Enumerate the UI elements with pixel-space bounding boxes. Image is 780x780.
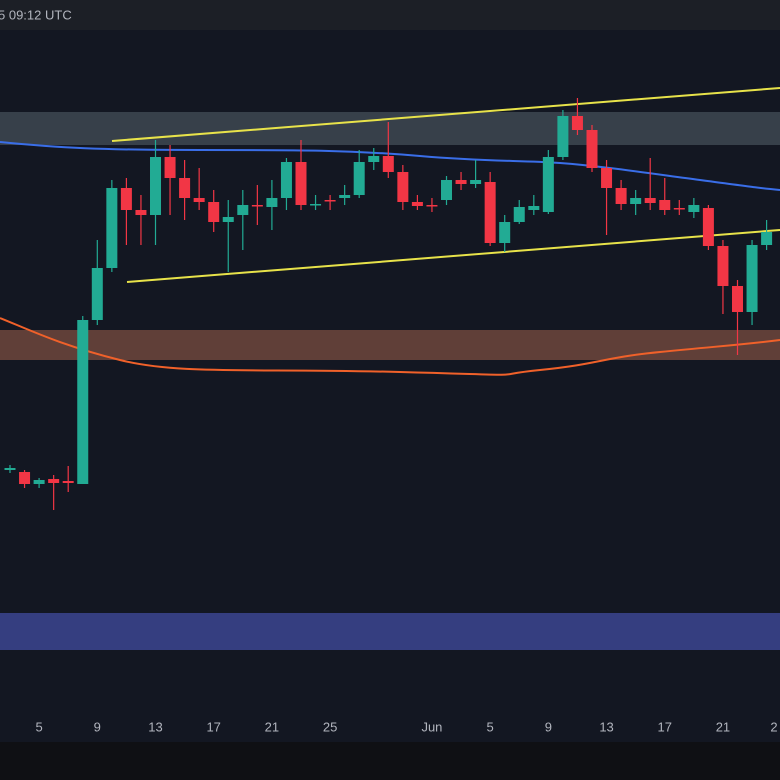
candle-body — [382, 156, 394, 172]
top-bar — [0, 0, 780, 30]
candle-body — [601, 168, 613, 188]
candles — [4, 98, 773, 510]
x-tick-label: 21 — [265, 719, 279, 734]
candle-body — [280, 162, 292, 198]
candle-body — [688, 205, 700, 212]
candle-body — [62, 481, 74, 483]
x-tick-label: 21 — [716, 719, 730, 734]
candle-body — [368, 156, 380, 162]
candle-body — [513, 207, 525, 222]
trend-line — [111, 87, 780, 142]
candle-body — [455, 180, 467, 184]
candle-body — [106, 188, 118, 268]
candle-body — [222, 217, 234, 222]
x-tick-label: 5 — [35, 719, 42, 734]
candle-body — [411, 202, 423, 206]
demand-zone — [0, 613, 780, 650]
candle-body — [310, 204, 322, 206]
candle-body — [470, 180, 482, 184]
candle-body — [732, 286, 743, 312]
candle-body — [324, 200, 336, 202]
candle-body — [77, 320, 89, 484]
candle-body — [499, 222, 511, 243]
candle-body — [397, 172, 409, 202]
support-zone — [0, 330, 780, 360]
candle-body — [659, 200, 671, 210]
x-tick-label: 5 — [487, 719, 494, 734]
candle-body — [266, 198, 278, 207]
candle-body — [557, 116, 569, 157]
candle-body — [630, 198, 642, 204]
candle-body — [135, 210, 147, 215]
candle-body — [615, 188, 627, 204]
candle-body — [33, 480, 45, 484]
x-tick-label: 17 — [206, 719, 220, 734]
candle-body — [586, 130, 598, 168]
candle-body — [193, 198, 205, 202]
moving-average — [0, 317, 780, 376]
candle-body — [571, 116, 583, 130]
x-tick-label: 9 — [545, 719, 552, 734]
candle-body — [542, 157, 554, 212]
candle-body — [339, 195, 351, 198]
candle-body — [179, 178, 191, 198]
moving-average — [0, 141, 780, 191]
candle-body — [91, 268, 103, 320]
candle-body — [150, 157, 161, 215]
candle-body — [353, 162, 365, 195]
x-tick-label: 2 — [770, 719, 777, 734]
candle-body — [644, 198, 656, 203]
candle-body — [702, 208, 714, 246]
x-tick-label: 17 — [658, 719, 672, 734]
timestamp: 5 09:12 UTC — [0, 7, 72, 22]
candle-body — [48, 479, 60, 483]
candle-body — [295, 162, 307, 205]
candle-body — [746, 245, 758, 312]
x-tick-label: 9 — [94, 719, 101, 734]
candle-body — [426, 205, 438, 207]
x-tick-label: 13 — [599, 719, 613, 734]
candle-body — [237, 205, 249, 215]
x-tick-label: 13 — [148, 719, 162, 734]
trend-line — [126, 229, 780, 283]
candle-body — [761, 232, 773, 245]
candle-body — [251, 205, 263, 207]
candle-body — [120, 188, 132, 210]
candle-body — [19, 472, 31, 484]
candle-body — [441, 180, 452, 200]
x-tick-label: Jun — [421, 719, 442, 734]
candle-body — [717, 246, 729, 286]
candle-body — [673, 208, 685, 210]
x-tick-label: 25 — [323, 719, 337, 734]
candle-body — [4, 468, 16, 470]
bottom-bar — [0, 742, 780, 780]
candle-body — [164, 157, 176, 178]
candle-body — [528, 206, 540, 210]
candle-body — [208, 202, 220, 222]
candle-body — [484, 182, 496, 243]
